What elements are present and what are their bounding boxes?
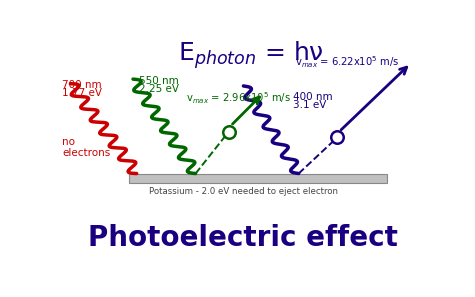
Text: 2.25 eV: 2.25 eV bbox=[139, 84, 179, 94]
Text: 400 nm: 400 nm bbox=[293, 92, 333, 102]
Text: 1.77 eV: 1.77 eV bbox=[62, 88, 102, 98]
Text: 550 nm: 550 nm bbox=[139, 76, 178, 86]
Text: v$_{max}$ = 2.96x10$^5$ m/s: v$_{max}$ = 2.96x10$^5$ m/s bbox=[186, 91, 292, 106]
Text: 3.1 eV: 3.1 eV bbox=[293, 100, 326, 110]
Text: no: no bbox=[62, 138, 76, 147]
Text: Photoelectric effect: Photoelectric effect bbox=[88, 224, 399, 252]
Bar bbox=[129, 173, 387, 183]
Text: 700 nm: 700 nm bbox=[62, 80, 102, 90]
Text: Potassium - 2.0 eV needed to eject electron: Potassium - 2.0 eV needed to eject elect… bbox=[149, 187, 338, 196]
Text: E$_{photon}$ = hν: E$_{photon}$ = hν bbox=[178, 39, 324, 71]
Text: v$_{max}$ = 6.22x10$^5$ m/s: v$_{max}$ = 6.22x10$^5$ m/s bbox=[295, 54, 399, 70]
Text: electrons: electrons bbox=[62, 148, 111, 158]
